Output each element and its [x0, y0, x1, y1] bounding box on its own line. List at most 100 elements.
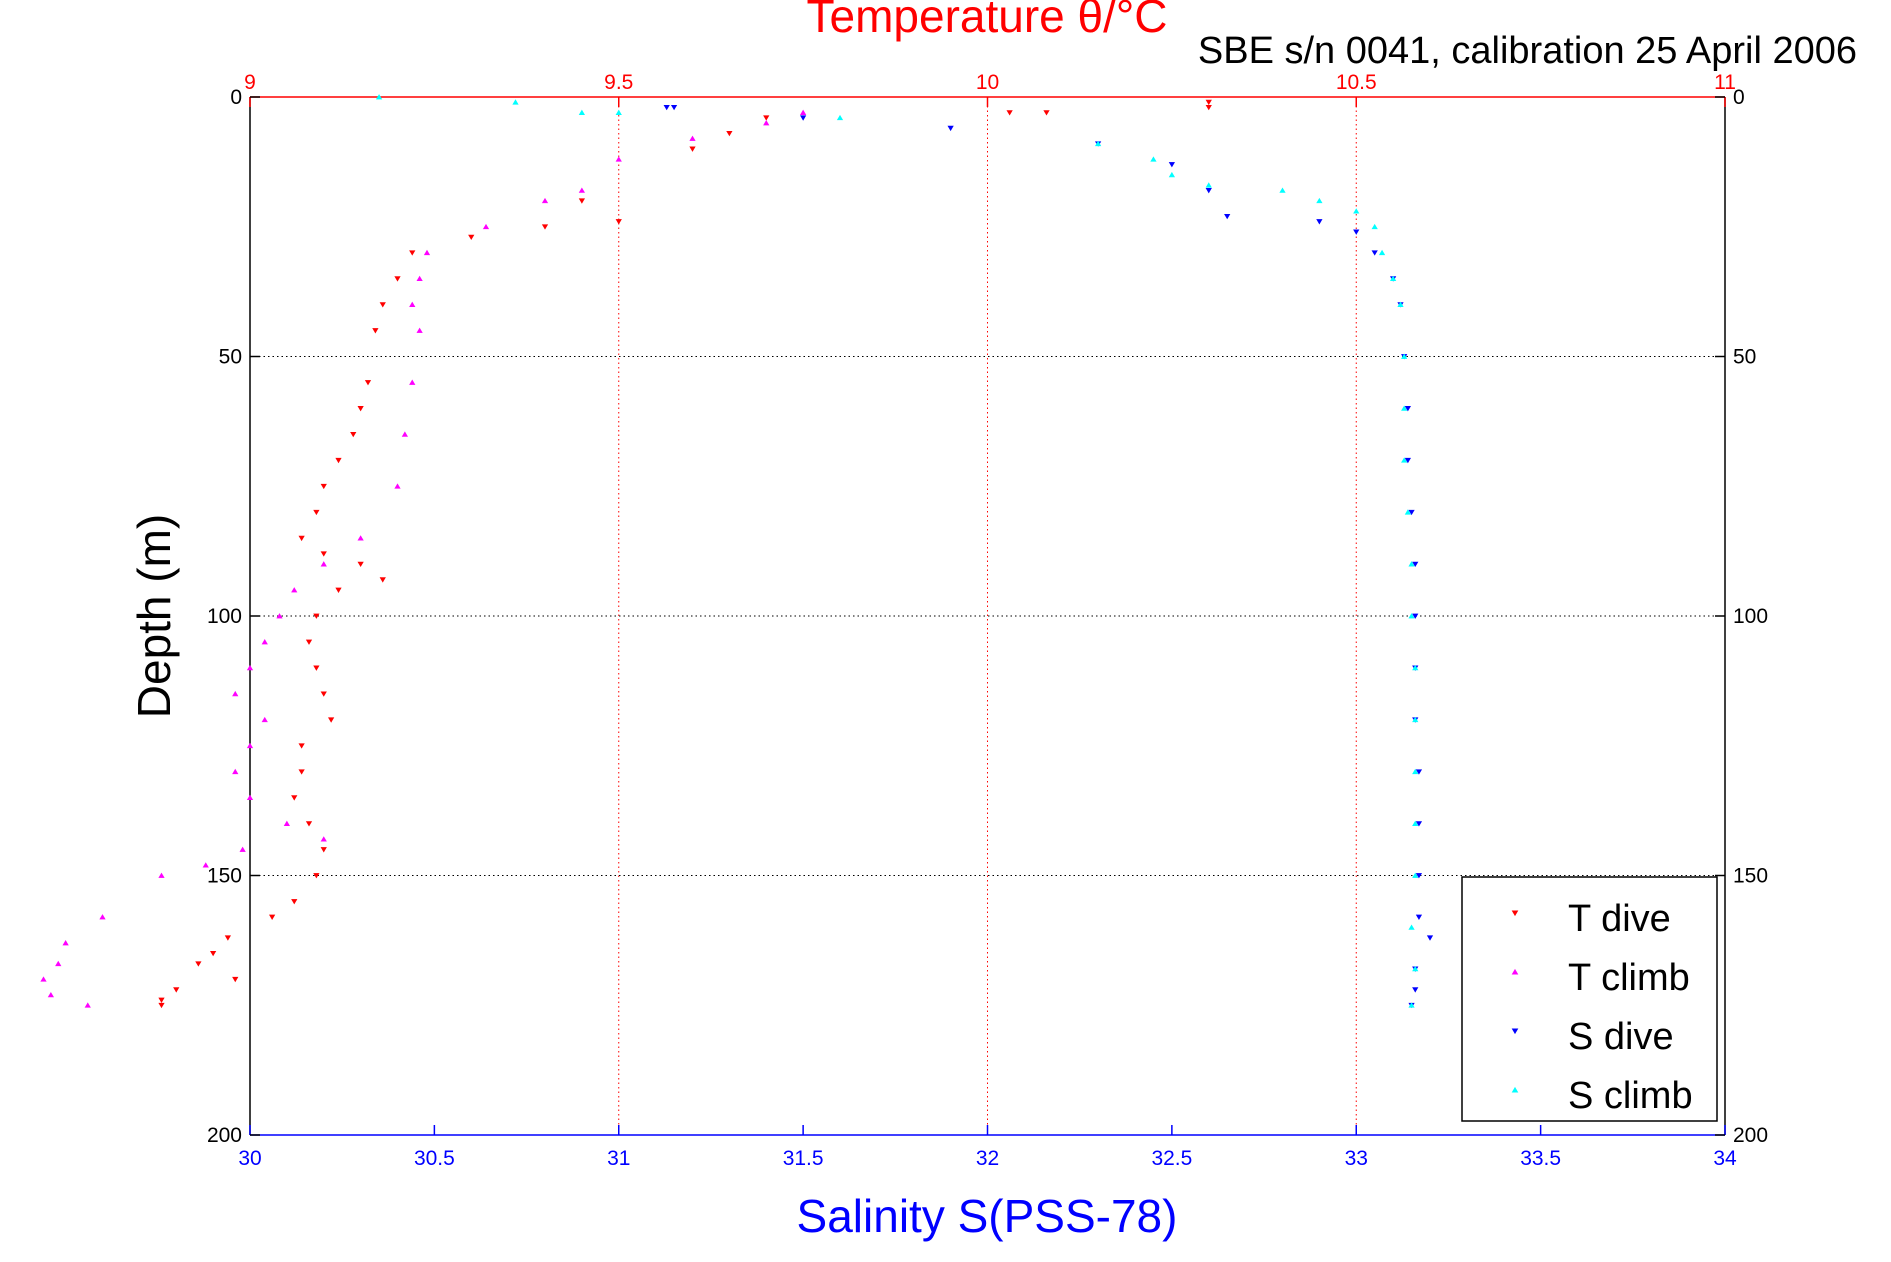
data-point	[320, 691, 327, 697]
left-tick-label: 200	[207, 1124, 242, 1147]
data-point	[47, 991, 54, 998]
right-tick-label: 0	[1733, 86, 1745, 109]
left-tick-label: 0	[230, 86, 242, 109]
data-point	[947, 125, 954, 132]
data-point	[1205, 182, 1212, 188]
right-tick-label: 200	[1733, 1124, 1768, 1147]
data-point	[1371, 223, 1378, 230]
bottom-tick-label: 31	[607, 1147, 630, 1170]
legend-label-s-dive: S dive	[1568, 1016, 1674, 1058]
top-axis-title: Temperature θ/°C	[807, 0, 1168, 42]
data-point	[320, 551, 327, 557]
data-point	[578, 109, 585, 115]
data-point	[1412, 987, 1419, 993]
legend-markers	[1511, 910, 1519, 1093]
data-point	[261, 716, 268, 723]
data-point	[335, 587, 342, 593]
data-point	[1412, 768, 1419, 775]
data-point	[689, 146, 696, 152]
data-point	[512, 99, 519, 105]
data-point	[1316, 219, 1323, 225]
data-point	[298, 743, 305, 749]
data-point	[615, 109, 622, 115]
data-point	[416, 327, 423, 333]
data-point	[357, 406, 364, 412]
data-point	[350, 431, 357, 438]
data-point	[578, 187, 585, 193]
data-point	[320, 836, 327, 842]
data-point	[1401, 353, 1408, 359]
data-point	[663, 105, 670, 111]
data-point	[291, 795, 298, 801]
data-point	[615, 156, 622, 162]
data-point	[99, 914, 106, 920]
data-point	[482, 223, 490, 230]
data-point	[1404, 509, 1411, 515]
legend-box	[1461, 876, 1718, 1122]
data-point	[357, 561, 364, 568]
data-point	[763, 115, 770, 121]
data-point	[416, 275, 423, 282]
data-point	[689, 135, 696, 141]
data-point	[615, 219, 622, 225]
bottom-tick-label: 32	[976, 1147, 999, 1170]
data-point	[1412, 872, 1419, 878]
legend-marker-1	[1511, 968, 1519, 975]
data-point	[202, 862, 209, 868]
data-point	[232, 976, 239, 983]
data-point	[246, 794, 254, 801]
data-point	[335, 457, 342, 464]
data-point	[1412, 820, 1419, 826]
data-point	[1408, 509, 1415, 516]
legend-label-t-climb: T climb	[1568, 957, 1690, 999]
data-point	[261, 639, 268, 645]
data-point	[328, 717, 335, 723]
data-point	[1006, 110, 1013, 116]
data-point	[1205, 99, 1212, 106]
bottom-tick-label: 32.5	[1151, 1147, 1192, 1170]
right-tick-label: 100	[1733, 605, 1768, 628]
data-point	[158, 997, 165, 1003]
data-point	[1353, 208, 1360, 214]
data-point	[158, 872, 165, 878]
data-point	[210, 950, 217, 957]
data-point	[1408, 1002, 1415, 1008]
data-point	[320, 847, 327, 853]
bottom-tick-label: 33.5	[1520, 1147, 1561, 1170]
data-point	[313, 509, 320, 516]
data-point	[320, 483, 327, 490]
data-point	[246, 742, 254, 749]
data-point	[1408, 561, 1415, 567]
data-point	[1404, 406, 1411, 412]
data-point	[1412, 561, 1419, 568]
legend-marker-0	[1511, 910, 1519, 917]
axes: 9 9.5 10 10.5 11 30 30.5 31 31.5 32 32.5 33 33.5 34 0 0…	[207, 71, 1768, 1170]
data-point	[726, 130, 733, 137]
data-point	[364, 380, 372, 386]
data-point	[1371, 250, 1378, 256]
data-point	[409, 301, 416, 307]
top-tick-label: 10.5	[1336, 71, 1377, 94]
data-point	[1408, 613, 1415, 619]
data-point	[1168, 162, 1175, 168]
data-point	[84, 1002, 91, 1008]
data-point	[298, 535, 305, 542]
chart-annotation: SBE s/n 0041, calibration 25 April 2006	[1198, 30, 1857, 72]
data-point	[1412, 613, 1419, 619]
data-point	[372, 328, 379, 334]
data-point	[291, 587, 298, 593]
data-point	[1205, 105, 1212, 111]
top-tick-label: 11	[1714, 71, 1736, 94]
data-point	[1279, 187, 1286, 193]
data-point	[541, 197, 549, 204]
data-point	[269, 914, 276, 920]
data-point	[283, 820, 290, 826]
data-point	[1415, 914, 1423, 920]
data-point	[305, 821, 313, 827]
series-t-dive	[158, 99, 1212, 1009]
data-point	[313, 873, 320, 879]
top-tick-label: 10	[976, 71, 999, 94]
data-point	[313, 613, 320, 619]
legend-marker-2	[1511, 1028, 1519, 1035]
top-tick-label: 9	[244, 71, 256, 94]
